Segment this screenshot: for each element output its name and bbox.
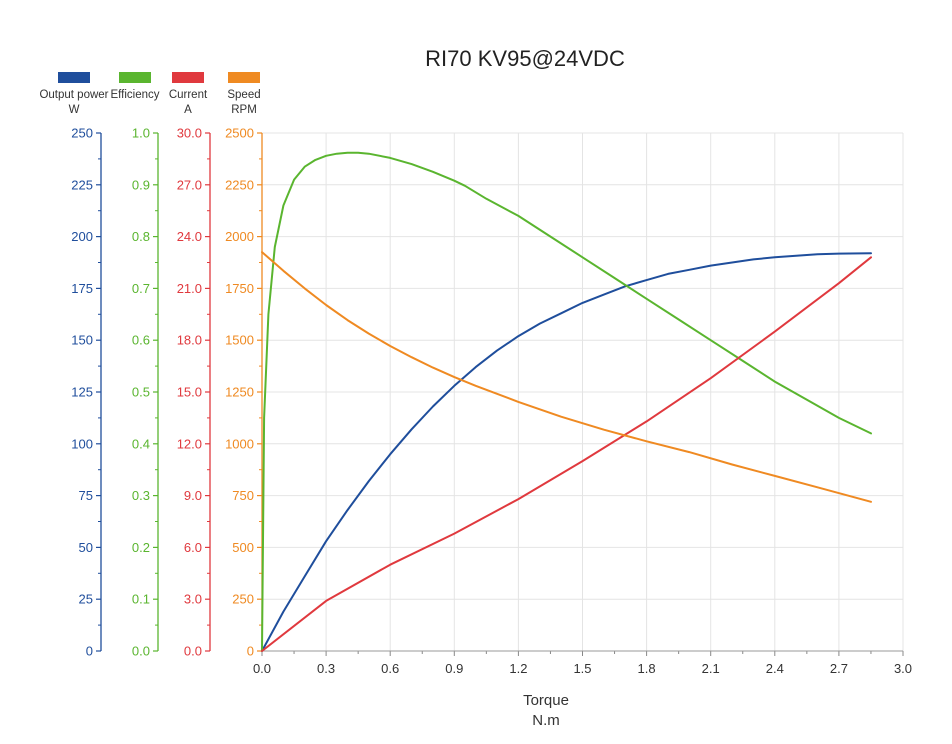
efficiency-tick-label: 0.1 [132, 592, 150, 607]
power-tick-label: 75 [79, 488, 93, 503]
efficiency-tick-label: 0.8 [132, 229, 150, 244]
grid [262, 132, 904, 651]
efficiency-tick-label: 1.0 [132, 126, 150, 141]
x-tick-label: 1.5 [573, 661, 591, 676]
current-tick-label: 27.0 [177, 177, 202, 192]
current-series-line [261, 256, 872, 652]
power-legend-label: Output power [39, 89, 108, 101]
chart-title: RI70 KV95@24VDC [425, 46, 625, 71]
x-tick-label: 3.0 [894, 661, 912, 676]
speed-tick-label: 750 [232, 488, 254, 503]
x-tick-label: 1.2 [509, 661, 527, 676]
current-tick-label: 12.0 [177, 436, 202, 451]
speed-tick-label: 500 [232, 540, 254, 555]
efficiency-tick-label: 0.5 [132, 385, 150, 400]
series-lines [261, 151, 872, 652]
power-tick-label: 225 [71, 177, 93, 192]
efficiency-tick-label: 0.9 [132, 177, 150, 192]
power-tick-label: 25 [79, 592, 93, 607]
current-tick-label: 0.0 [184, 644, 202, 659]
current-tick-label: 18.0 [177, 333, 202, 348]
speed-tick-label: 2500 [225, 126, 254, 141]
current-tick-label: 21.0 [177, 281, 202, 296]
efficiency-tick-label: 0.6 [132, 333, 150, 348]
power-tick-label: 175 [71, 281, 93, 296]
x-tick-label: 2.7 [830, 661, 848, 676]
power-legend-unit: W [69, 104, 80, 116]
power-tick-label: 250 [71, 126, 93, 141]
power-tick-label: 125 [71, 385, 93, 400]
current-legend-label: Current [169, 89, 208, 101]
speed-series-line [261, 251, 872, 503]
x-axis-unit: N.m [532, 712, 560, 729]
current-tick-label: 30.0 [177, 126, 202, 141]
x-axis: 0.0 0.3 0.6 0.9 1.2 1.5 1.8 2.1 2.4 2.7 3.0 [253, 650, 912, 676]
current-tick-label: 3.0 [184, 592, 202, 607]
x-tick-label: 0.0 [253, 661, 271, 676]
efficiency-tick-label: 0.7 [132, 281, 150, 296]
current-legend-swatch [172, 72, 204, 83]
speed-tick-label: 0 [247, 644, 254, 659]
x-tick-label: 0.9 [445, 661, 463, 676]
current-tick-label: 15.0 [177, 385, 202, 400]
x-tick-label: 1.8 [638, 661, 656, 676]
current-tick-label: 9.0 [184, 488, 202, 503]
current-tick-label: 6.0 [184, 540, 202, 555]
efficiency-tick-label: 0.2 [132, 540, 150, 555]
efficiency-tick-label: 0.3 [132, 488, 150, 503]
x-tick-label: 0.3 [317, 661, 335, 676]
speed-tick-label: 250 [232, 592, 254, 607]
speed-tick-label: 1500 [225, 333, 254, 348]
legend: Output power W Efficiency Current A Speed RPM [39, 72, 261, 116]
speed-legend-swatch [228, 72, 260, 83]
speed-tick-label: 1250 [225, 385, 254, 400]
efficiency-tick-label: 0.0 [132, 644, 150, 659]
speed-tick-label: 2000 [225, 229, 254, 244]
power-tick-label: 100 [71, 436, 93, 451]
power-tick-label: 150 [71, 333, 93, 348]
x-tick-label: 2.4 [766, 661, 784, 676]
power-series-line [261, 252, 872, 652]
speed-tick-label: 2250 [225, 177, 254, 192]
current-tick-label: 24.0 [177, 229, 202, 244]
efficiency-tick-label: 0.4 [132, 436, 150, 451]
speed-tick-label: 1750 [225, 281, 254, 296]
power-legend-swatch [58, 72, 90, 83]
power-tick-label: 0 [86, 644, 93, 659]
power-tick-label: 200 [71, 229, 93, 244]
x-axis-label: Torque [523, 692, 569, 709]
speed-legend-unit: RPM [231, 104, 257, 116]
efficiency-series-line [261, 151, 872, 652]
efficiency-legend-label: Efficiency [110, 89, 159, 101]
x-tick-label: 0.6 [381, 661, 399, 676]
speed-legend-label: Speed [227, 89, 260, 101]
efficiency-legend-swatch [119, 72, 151, 83]
current-legend-unit: A [184, 104, 192, 116]
power-tick-label: 50 [79, 540, 93, 555]
speed-tick-label: 1000 [225, 436, 254, 451]
x-tick-label: 2.1 [702, 661, 720, 676]
y-axes: 0 25 50 75 100 125 150 175 200 225 250 0.0 0.1 0.2 0.3… [71, 126, 263, 659]
